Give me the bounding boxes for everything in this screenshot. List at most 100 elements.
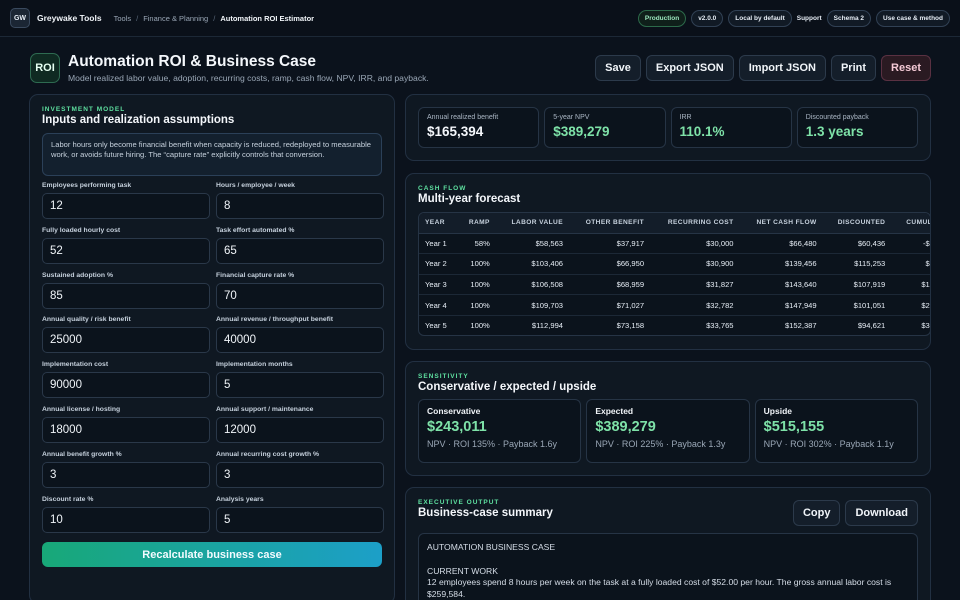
table-cell: 100%: [457, 253, 496, 275]
table-cell: $58,563: [495, 233, 570, 255]
table-cell: $139,456: [739, 253, 823, 275]
scenario-npv: $515,155: [763, 419, 825, 435]
scenario-meta: NPV · ROI 135% · Payback 1.6y: [427, 439, 558, 449]
metric-value: $165,394: [427, 124, 484, 139]
table-cell: $103,406: [495, 253, 570, 275]
revenue-benefit-input[interactable]: 40000: [216, 327, 384, 354]
cashflow-eyebrow: CASH FLOW: [418, 185, 467, 192]
cashflow-panel: CASH FLOW Multi-year forecast YEAR RAMP …: [405, 173, 931, 350]
breadcrumb: Tools / Finance & Planning / Automation …: [114, 14, 315, 23]
table-header-row: YEAR RAMP LABOR VALUE OTHER BENEFIT RECU…: [419, 213, 930, 234]
capture-rate-field: Financial capture rate % 70: [216, 272, 384, 317]
table-cell: 100%: [457, 274, 496, 296]
save-button[interactable]: Save: [595, 55, 641, 81]
hourly-cost-input[interactable]: 52: [42, 237, 210, 264]
hourly-cost-field: Fully loaded hourly cost 52: [42, 227, 210, 272]
employees-field: Employees performing task 12: [42, 182, 210, 227]
field-label: Annual support / maintenance: [216, 405, 314, 413]
breadcrumb-tools[interactable]: Tools: [113, 13, 132, 23]
cost-growth-input[interactable]: 3: [216, 461, 384, 488]
roi-app-icon: ROI: [30, 53, 60, 83]
capture-rate-input[interactable]: 70: [216, 282, 384, 309]
scenario-name: Expected: [595, 406, 634, 416]
table-row: Year 1 58% $58,563 $37,917 $30,000 $66,4…: [419, 233, 930, 255]
implementation-months-field: Implementation months 5: [216, 361, 384, 406]
top-bar: GW Greywake Tools Tools / Finance & Plan…: [0, 0, 960, 37]
capture-rate-note: Labor hours only become financial benefi…: [42, 133, 382, 176]
print-button[interactable]: Print: [830, 55, 877, 81]
table-cell: Year 4: [419, 294, 458, 316]
automated-pct-input[interactable]: 65: [216, 237, 384, 264]
scenario-name: Conservative: [427, 406, 481, 416]
table-cell: $68,959: [569, 274, 651, 296]
adoption-input[interactable]: 85: [42, 282, 210, 309]
table-cell: $109,703: [495, 294, 570, 316]
breadcrumb-finance[interactable]: Finance & Planning: [143, 13, 209, 23]
table-cell: $294,659: [891, 294, 930, 316]
field-label: Task effort automated %: [216, 226, 295, 234]
table-cell: $33,765: [650, 315, 740, 335]
table-cell: $60,436: [822, 233, 892, 255]
support-link[interactable]: Support: [796, 14, 822, 22]
table-cell: 58%: [457, 233, 496, 255]
support-input[interactable]: 12000: [216, 416, 384, 443]
schema-badge: Schema 2: [826, 9, 872, 27]
logo-icon[interactable]: GW: [10, 8, 30, 28]
table-cell: $31,827: [650, 274, 740, 296]
download-button[interactable]: Download: [845, 500, 918, 526]
metrics-panel: Annual realized benefit $165,394 5-year …: [405, 94, 931, 161]
executive-eyebrow: EXECUTIVE OUTPUT: [418, 499, 500, 506]
copy-button[interactable]: Copy: [792, 500, 841, 526]
breadcrumb-separator: /: [213, 13, 216, 23]
column-header: LABOR VALUE: [495, 213, 570, 234]
benefit-growth-field: Annual benefit growth % 3: [42, 451, 210, 496]
executive-actions: Copy Download: [792, 500, 918, 526]
support-field: Annual support / maintenance 12000: [216, 406, 384, 451]
page-title: Automation ROI & Business Case: [68, 53, 317, 70]
field-label: Annual revenue / throughput benefit: [216, 316, 334, 324]
export-json-button[interactable]: Export JSON: [645, 55, 734, 81]
table-cell: $101,051: [822, 294, 892, 316]
license-field: Annual license / hosting 18000: [42, 406, 210, 451]
import-json-button[interactable]: Import JSON: [738, 55, 826, 81]
benefit-growth-input[interactable]: 3: [42, 461, 210, 488]
implementation-cost-input[interactable]: 90000: [42, 372, 210, 399]
hours-input[interactable]: 8: [216, 193, 384, 219]
reset-button[interactable]: Reset: [881, 55, 931, 81]
metric-value: $389,279: [553, 124, 610, 139]
scenario-npv: $243,011: [427, 419, 487, 435]
metric-value: 110.1%: [679, 124, 725, 139]
page-subtitle: Model realized labor value, adoption, re…: [68, 73, 429, 83]
brand-name[interactable]: Greywake Tools: [37, 13, 102, 23]
analysis-years-input[interactable]: 5: [216, 506, 384, 533]
metric-label: 5-year NPV: [553, 114, 590, 121]
field-label: Financial capture rate %: [216, 271, 295, 279]
metric-payback: Discounted payback 1.3 years: [796, 107, 918, 148]
discount-rate-input[interactable]: 10: [42, 506, 210, 533]
breadcrumb-current: Automation ROI Estimator: [220, 13, 315, 23]
discount-rate-field: Discount rate % 10: [42, 496, 210, 541]
license-input[interactable]: 18000: [42, 416, 210, 443]
method-button[interactable]: Use case & method: [876, 9, 950, 27]
business-case-summary[interactable]: AUTOMATION BUSINESS CASE CURRENT WORK 12…: [418, 533, 918, 600]
implementation-months-input[interactable]: 5: [216, 372, 384, 399]
table-cell: 100%: [457, 315, 496, 335]
table-row: Year 2 100% $103,406 $66,950 $30,900 $13…: [419, 253, 930, 275]
recalculate-button[interactable]: Recalculate business case: [42, 542, 382, 568]
table-cell: 100%: [457, 294, 496, 316]
scenario-meta: NPV · ROI 302% · Payback 1.1y: [763, 439, 894, 449]
employees-input[interactable]: 12: [42, 193, 210, 219]
inputs-panel: INVESTMENT MODEL Inputs and realization …: [29, 94, 395, 600]
field-label: Discount rate %: [42, 495, 94, 503]
scenario-conservative: Conservative $243,011 NPV · ROI 135% · P…: [418, 399, 582, 463]
table-cell: $152,387: [739, 315, 823, 335]
metric-label: IRR: [679, 114, 692, 121]
metric-annual-benefit: Annual realized benefit $165,394: [418, 107, 540, 148]
quality-benefit-input[interactable]: 25000: [42, 327, 210, 354]
cashflow-table-scroll[interactable]: YEAR RAMP LABOR VALUE OTHER BENEFIT RECU…: [418, 212, 930, 336]
metric-label: Discounted payback: [805, 114, 869, 121]
cashflow-title: Multi-year forecast: [418, 193, 521, 205]
field-label: Hours / employee / week: [216, 182, 295, 189]
table-row: Year 4 100% $109,703 $71,027 $32,782 $14…: [419, 294, 930, 316]
scenario-name: Upside: [763, 406, 792, 416]
